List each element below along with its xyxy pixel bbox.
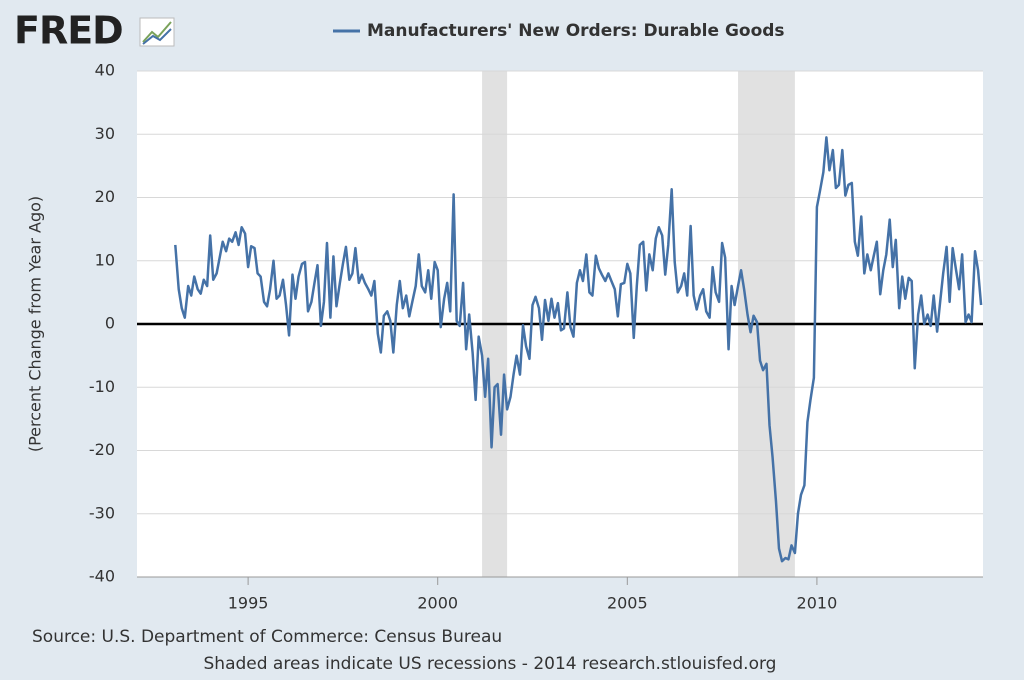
legend-label: Manufacturers' New Orders: Durable Goods bbox=[367, 21, 785, 41]
note: Shaded areas indicate US recessions - 20… bbox=[204, 654, 777, 674]
y-tick-label: 0 bbox=[105, 314, 115, 333]
x-tick-label: 1995 bbox=[228, 594, 269, 613]
y-tick-label: 40 bbox=[95, 61, 115, 80]
y-tick-label: 20 bbox=[95, 187, 115, 206]
x-tick-label: 2005 bbox=[607, 594, 648, 613]
logo: FRED bbox=[14, 9, 123, 53]
y-tick-label: -10 bbox=[89, 377, 115, 396]
logo-icon bbox=[139, 17, 175, 47]
y-tick-label: 30 bbox=[95, 124, 115, 143]
y-tick-label: 10 bbox=[95, 250, 115, 269]
y-tick-label: -40 bbox=[89, 567, 115, 586]
series-line bbox=[174, 136, 983, 563]
source: Source: U.S. Department of Commerce: Cen… bbox=[32, 627, 502, 647]
y-tick-label: -30 bbox=[89, 503, 115, 522]
x-tick-label: 2010 bbox=[797, 594, 838, 613]
y-tick-label: -20 bbox=[89, 440, 115, 459]
x-tick-label: 2000 bbox=[417, 594, 458, 613]
y-axis-label: (Percent Change from Year Ago) bbox=[26, 196, 45, 452]
